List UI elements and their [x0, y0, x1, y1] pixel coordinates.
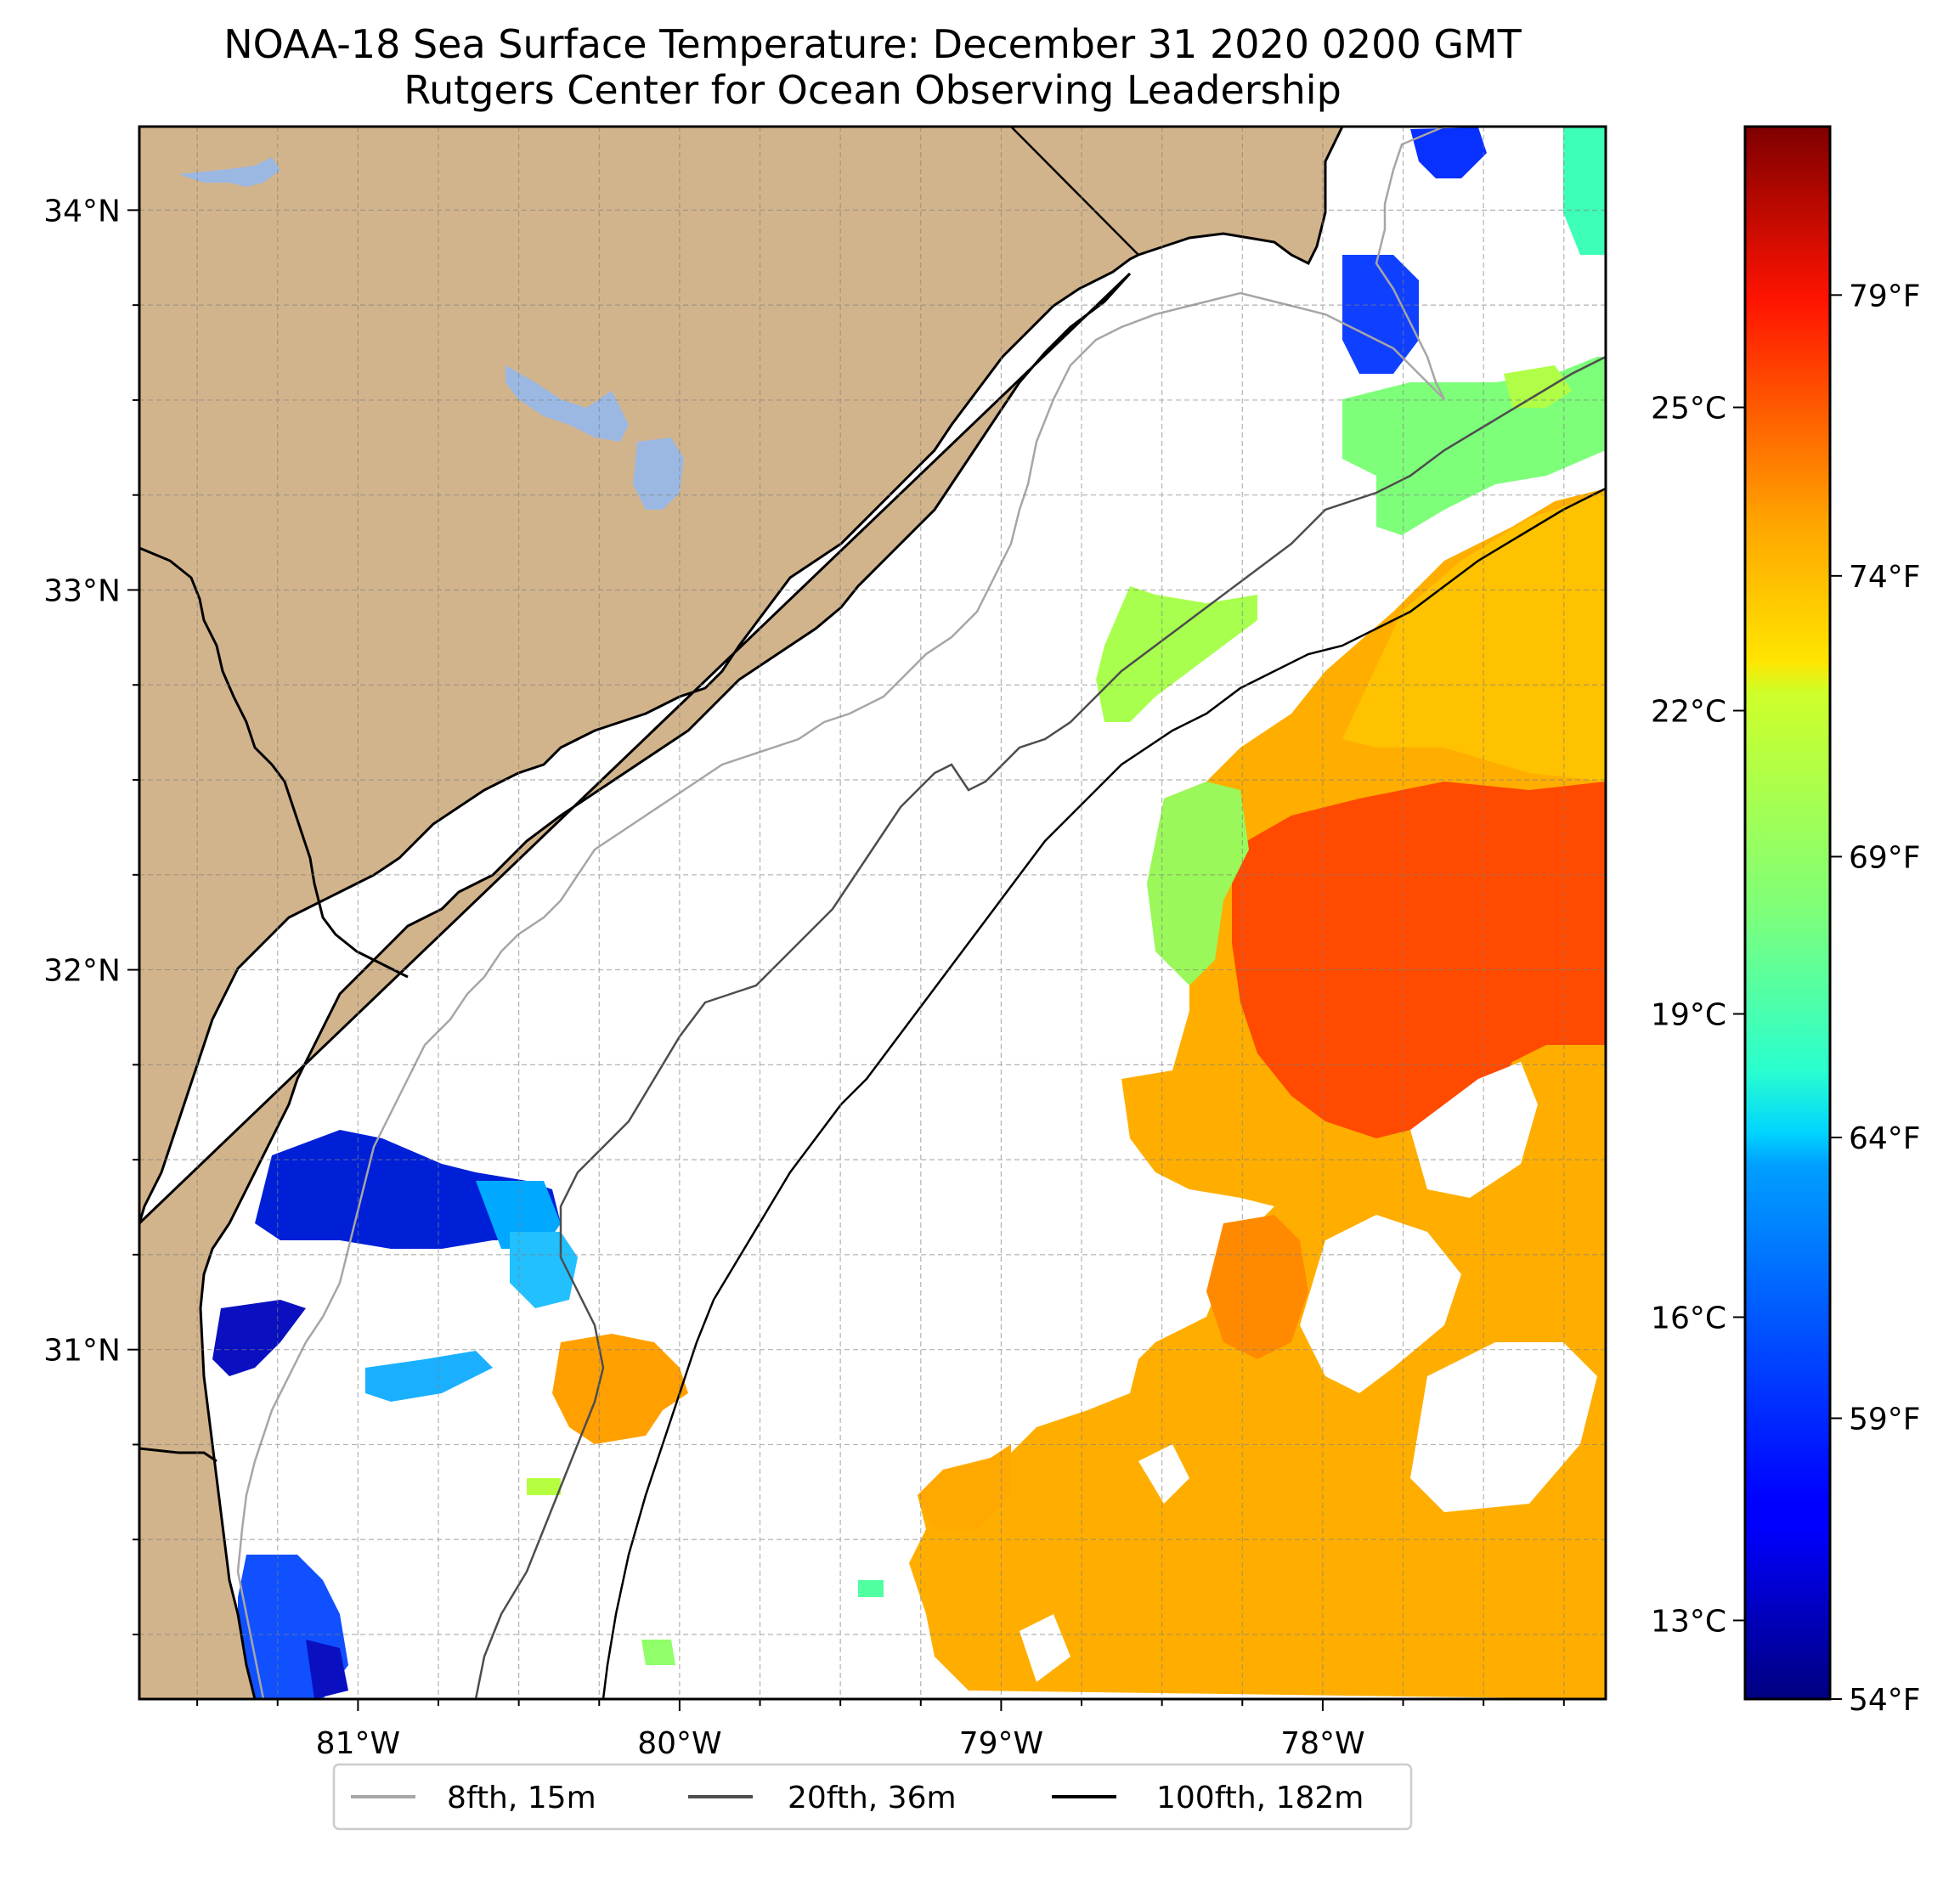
lake-2: [506, 365, 629, 442]
colorbar-c-label: 22°C: [1651, 695, 1726, 730]
colorbar-ticks: 54°F 59°F 64°F 69°F 74°F 79°F 13°C 16°C 19°C 22°C…: [1651, 279, 1920, 1718]
colorbar-f-label: 74°F: [1849, 560, 1921, 595]
sst-patch-west-fringe: [1147, 782, 1249, 985]
x-tick-label: 81°W: [316, 1726, 400, 1761]
sst-patch-coastal-cold-4: [212, 1300, 306, 1376]
cloud-gap-3: [1410, 1342, 1597, 1512]
sst-data-layer: [139, 127, 1606, 1699]
axis-ticks: 81°W 80°W 79°W 78°W 34°N 33°N 32°N 31°N: [43, 194, 1565, 1761]
land-mass: [139, 127, 1606, 1699]
gridlines: [139, 127, 1606, 1699]
sst-patch-ne-cold-1: [1342, 255, 1419, 374]
y-tick-label: 34°N: [43, 194, 121, 229]
legend-label-20fth: 20fth, 36m: [788, 1781, 957, 1815]
sst-patch-south-band: [918, 1444, 1011, 1529]
state-border-ga-fl: [139, 1447, 217, 1463]
sst-speck-3: [858, 1580, 884, 1597]
sst-patch-ne-band: [1342, 493, 1606, 782]
colorbar-f-label: 79°F: [1849, 279, 1921, 313]
sst-patch-sw-orange: [552, 1334, 688, 1444]
x-tick-label: 80°W: [637, 1726, 721, 1761]
colorbar-f-label: 54°F: [1849, 1683, 1921, 1718]
colorbar: [1743, 125, 1832, 1701]
sst-patch-ne-cyan: [1563, 127, 1606, 255]
y-tick-label: 32°N: [43, 954, 121, 989]
colorbar-f-label: 64°F: [1849, 1121, 1921, 1156]
chart-subtitle: Rutgers Center for Ocean Observing Leade…: [404, 67, 1341, 113]
y-tick-label: 31°N: [43, 1334, 121, 1369]
legend: 8fth, 15m 20fth, 36m 100fth, 182m: [332, 1763, 1413, 1831]
colorbar-c-label: 19°C: [1651, 997, 1726, 1032]
isobath-100fth: [602, 487, 1606, 1699]
sst-patch-ne-green-2: [1504, 365, 1572, 408]
legend-box: [332, 1763, 1413, 1831]
colorbar-f-label: 69°F: [1849, 840, 1921, 875]
sst-patch-coastal-cold-5: [365, 1351, 493, 1402]
y-tick-label: 33°N: [43, 573, 121, 608]
sst-patch-core: [1232, 782, 1606, 1138]
cloud-gap-5: [1138, 1444, 1189, 1504]
map-area: [139, 127, 1606, 1699]
sst-patch-mid-green: [1096, 586, 1257, 722]
sst-patch-ne-cold-2: [1410, 127, 1487, 178]
lake-3: [633, 438, 684, 510]
cloud-gap-6: [1020, 1614, 1070, 1682]
sst-patch-mid-island: [1206, 1215, 1308, 1359]
isobath-8fth: [236, 127, 1446, 1699]
legend-label-100fth: 100fth, 182m: [1156, 1781, 1364, 1815]
cloud-gap-2: [1300, 1215, 1461, 1393]
x-tick-label: 78°W: [1280, 1726, 1364, 1761]
colorbar-c-label: 25°C: [1651, 392, 1726, 426]
cloud-gap-1: [1410, 1062, 1538, 1198]
map-frame: [138, 125, 1607, 1701]
lake-1: [178, 157, 280, 187]
state-border-nc-sc: [1010, 127, 1139, 256]
colorbar-c-label: 16°C: [1651, 1301, 1726, 1335]
colorbar-f-label: 59°F: [1849, 1402, 1921, 1437]
sst-speck-2: [527, 1478, 561, 1495]
sst-speck-1: [641, 1640, 675, 1665]
x-tick-label: 79°W: [959, 1726, 1043, 1761]
state-border-sc-ga: [139, 546, 409, 979]
chart-title: NOAA-18 Sea Surface Temperature: Decembe…: [223, 21, 1522, 67]
legend-label-8fth: 8fth, 15m: [447, 1781, 596, 1815]
sst-patch-coastal-cold-7: [306, 1640, 348, 1699]
colorbar-c-label: 13°C: [1651, 1604, 1726, 1639]
